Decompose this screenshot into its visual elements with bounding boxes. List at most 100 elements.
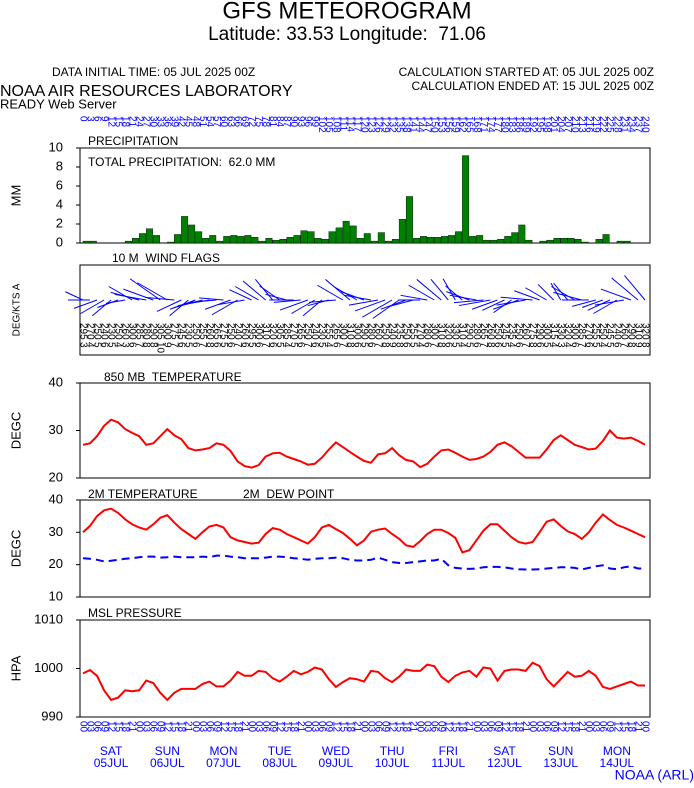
wind-speed: 6 — [190, 342, 201, 348]
time-label: 00 — [527, 721, 538, 733]
wind-direction: 255 — [197, 323, 208, 340]
wind-speed: 5 — [316, 342, 327, 348]
wind-speed: 6 — [401, 342, 412, 348]
y-tick-label: 10 — [49, 588, 63, 603]
hour-label: 72 — [246, 116, 257, 128]
wind-speed: 5 — [288, 342, 299, 348]
bar — [216, 240, 224, 244]
y-tick-label: 4 — [56, 196, 63, 211]
wind-speed: 8 — [204, 342, 215, 348]
wind-flag — [430, 278, 449, 301]
hour-label: 231 — [618, 116, 629, 133]
wind-speed: 8 — [141, 342, 152, 348]
time-label: 03 — [534, 721, 545, 733]
wind-direction: 320 — [639, 323, 650, 340]
line — [82, 554, 645, 571]
wind-speed: 5 — [408, 342, 419, 348]
time-label: 03 — [197, 721, 208, 733]
wind-direction: 240 — [386, 323, 397, 340]
wind-direction: 245 — [604, 323, 615, 340]
wind-flag — [169, 299, 189, 317]
bar — [138, 233, 146, 244]
wind-speed: 8 — [379, 342, 390, 348]
wind-direction: 260 — [618, 323, 629, 340]
hour-label: 9 — [98, 116, 109, 122]
wind-flag — [449, 294, 477, 301]
time-label: 15 — [337, 721, 348, 733]
time-label: 15 — [169, 721, 180, 733]
hour-label: 99 — [309, 116, 320, 128]
hour-label: 171 — [478, 116, 489, 133]
wind-speed: 8 — [625, 342, 636, 348]
bar — [188, 224, 196, 244]
time-label: 00 — [302, 721, 313, 733]
wind-flag — [344, 294, 372, 301]
hour-label: 15 — [112, 116, 123, 128]
bar — [567, 238, 575, 244]
time-label: 12 — [162, 721, 173, 733]
hour-label: 93 — [295, 116, 306, 128]
hour-label: 153 — [436, 116, 447, 133]
subtitle: Latitude: 33.53 Longitude: 71.06 — [208, 24, 486, 45]
wind-speed: 7 — [302, 342, 313, 348]
wind-flag — [611, 277, 639, 301]
hour-label: 156 — [443, 116, 454, 133]
wind-flag — [361, 299, 393, 318]
hour-label: 126 — [372, 116, 383, 133]
hour-label: 123 — [365, 116, 376, 133]
hour-label: 78 — [260, 116, 271, 128]
wind-flag — [582, 299, 604, 308]
time-label: 09 — [379, 721, 390, 733]
wind-speed: 5 — [105, 342, 116, 348]
wind-direction: 310 — [260, 323, 271, 340]
wind-flag — [525, 287, 547, 301]
hour-label: 63 — [225, 116, 236, 128]
hour-label: 141 — [408, 116, 419, 133]
y-tick-label: 30 — [49, 422, 63, 437]
bar — [448, 235, 456, 244]
hour-label: 75 — [253, 116, 264, 128]
wind-speed: 4 — [506, 342, 517, 348]
wind-speed: 4 — [415, 342, 426, 348]
wind-direction: 250 — [91, 323, 102, 340]
wind-direction: 245 — [176, 323, 187, 340]
hour-label: 204 — [555, 116, 566, 133]
wind-flag — [572, 299, 596, 307]
wind-speed: 3 — [77, 342, 88, 348]
wind-speed: 8 — [639, 342, 650, 348]
wind-flag — [199, 297, 224, 301]
wind-speed: 7 — [197, 342, 208, 348]
wind-flag — [105, 299, 126, 304]
hour-label: 237 — [632, 116, 643, 133]
wind-speed: 4 — [112, 342, 123, 348]
date-label: 07JUL — [206, 756, 241, 770]
time-label: 15 — [112, 721, 123, 733]
wind-flag — [500, 296, 533, 301]
wind-flag — [372, 299, 400, 319]
wind-direction: 270 — [415, 323, 426, 340]
time-label: 03 — [422, 721, 433, 733]
hour-label: 219 — [590, 116, 601, 133]
wind-flag — [537, 284, 555, 301]
wind-speed: 4 — [562, 342, 573, 348]
bar — [131, 238, 139, 244]
time-label: 06 — [429, 721, 440, 733]
wind-flag — [65, 291, 84, 301]
y-tick-label: 30 — [49, 524, 63, 539]
time-label: 15 — [393, 721, 404, 733]
wind-flag — [229, 289, 252, 301]
time-label: 00 — [415, 721, 426, 733]
wind-flag — [550, 282, 562, 301]
bar — [82, 240, 90, 244]
wind-speed: 7 — [372, 342, 383, 348]
bar — [490, 239, 498, 244]
wind-flag — [514, 290, 540, 301]
bar — [483, 239, 491, 244]
wind-speed: 6 — [569, 342, 580, 348]
panel-title: 10 M WIND FLAGS — [112, 251, 220, 265]
wind-direction: 295 — [246, 323, 257, 340]
wind-direction: 235 — [506, 323, 517, 340]
wind-flag — [97, 299, 119, 308]
wind-direction: 290 — [358, 323, 369, 340]
time-label: 15 — [618, 721, 629, 733]
